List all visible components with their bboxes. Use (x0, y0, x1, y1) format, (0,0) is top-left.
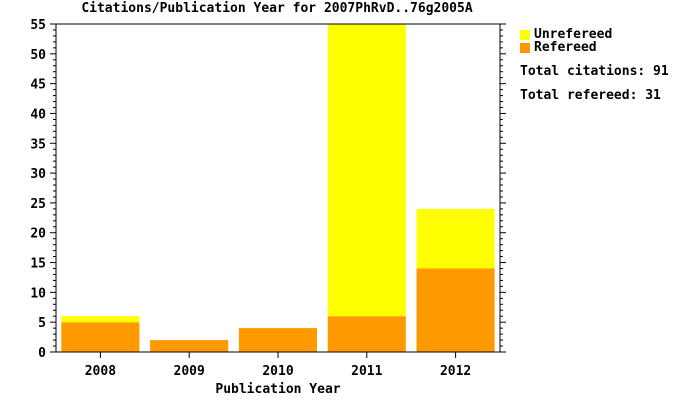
y-tick-label: 45 (30, 78, 46, 93)
legend-swatch-refereed (520, 42, 530, 53)
y-tick-label: 50 (30, 48, 46, 63)
y-tick-label: 0 (38, 346, 46, 361)
bar-refereed-2011 (327, 316, 406, 352)
y-axis: 0 5 10 15 20 25 30 35 40 45 50 55 (30, 18, 506, 361)
bar-refereed-2009 (150, 340, 229, 352)
y-tick-label: 5 (38, 316, 46, 331)
bar-refereed-2010 (238, 328, 317, 352)
y-tick-label: 30 (30, 167, 46, 182)
bar-refereed-2008 (61, 322, 140, 352)
y-tick-label: 55 (30, 18, 46, 33)
total-citations: Total citations: 91 (520, 64, 669, 79)
total-refereed: Total refereed: 31 (520, 88, 661, 103)
x-tick-label: 2011 (351, 364, 382, 379)
legend-label-refereed: Refereed (534, 40, 597, 55)
legend-swatch-unrefereed (520, 29, 530, 40)
x-axis-label: Publication Year (215, 382, 340, 397)
y-tick-label: 15 (30, 257, 46, 272)
chart-legend: Unrefereed Refereed (520, 27, 613, 55)
x-tick-label: 2010 (262, 364, 293, 379)
legend-item-unrefereed: Unrefereed (520, 27, 613, 42)
bar-unrefereed-2012 (416, 208, 495, 269)
bar-unrefereed-2008 (61, 316, 140, 323)
x-axis: 2008 2009 2010 2011 2012 (85, 352, 471, 379)
x-tick-label: 2009 (174, 364, 205, 379)
legend-label-unrefereed: Unrefereed (534, 27, 613, 42)
bars-group (61, 24, 495, 352)
y-tick-label: 40 (30, 107, 46, 122)
y-tick-label: 20 (30, 227, 46, 242)
x-tick-label: 2008 (85, 364, 116, 379)
bar-refereed-2012 (416, 268, 495, 352)
y-tick-label: 10 (30, 286, 46, 301)
x-tick-label: 2012 (440, 364, 471, 379)
legend-item-refereed: Refereed (520, 40, 612, 55)
y-tick-label: 35 (30, 137, 46, 152)
chart-title: Citations/Publication Year for 2007PhRvD… (81, 1, 473, 16)
bar-unrefereed-2011 (327, 24, 406, 317)
y-tick-label: 25 (30, 197, 46, 212)
